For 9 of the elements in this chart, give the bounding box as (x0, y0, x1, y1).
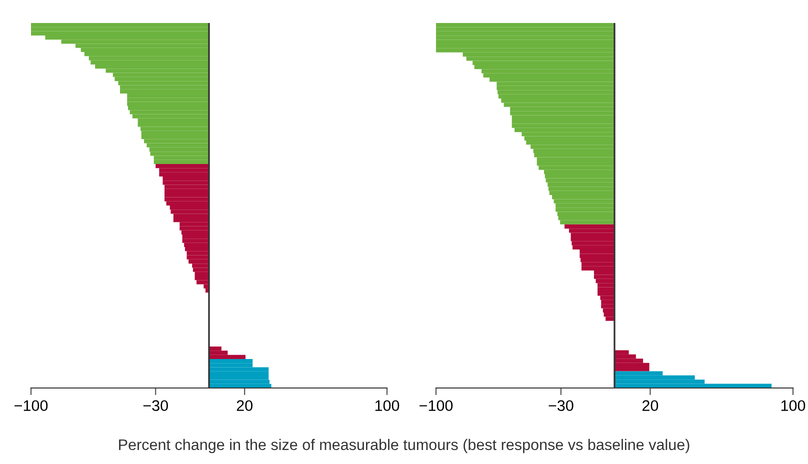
x-tick-label: 100 (781, 400, 806, 412)
x-tick-label: −100 (420, 400, 453, 412)
x-tick-label: 20 (236, 400, 252, 412)
x-tick-label: −100 (14, 400, 48, 412)
x-tick-label: −30 (143, 400, 168, 412)
x-tick-label: 20 (642, 400, 658, 412)
x-tick-label: 100 (375, 400, 400, 412)
x-axis-title: Percent change in the size of measurable tumours (best response vs baseline value) (119, 438, 690, 454)
x-tick-label: −30 (548, 400, 574, 412)
